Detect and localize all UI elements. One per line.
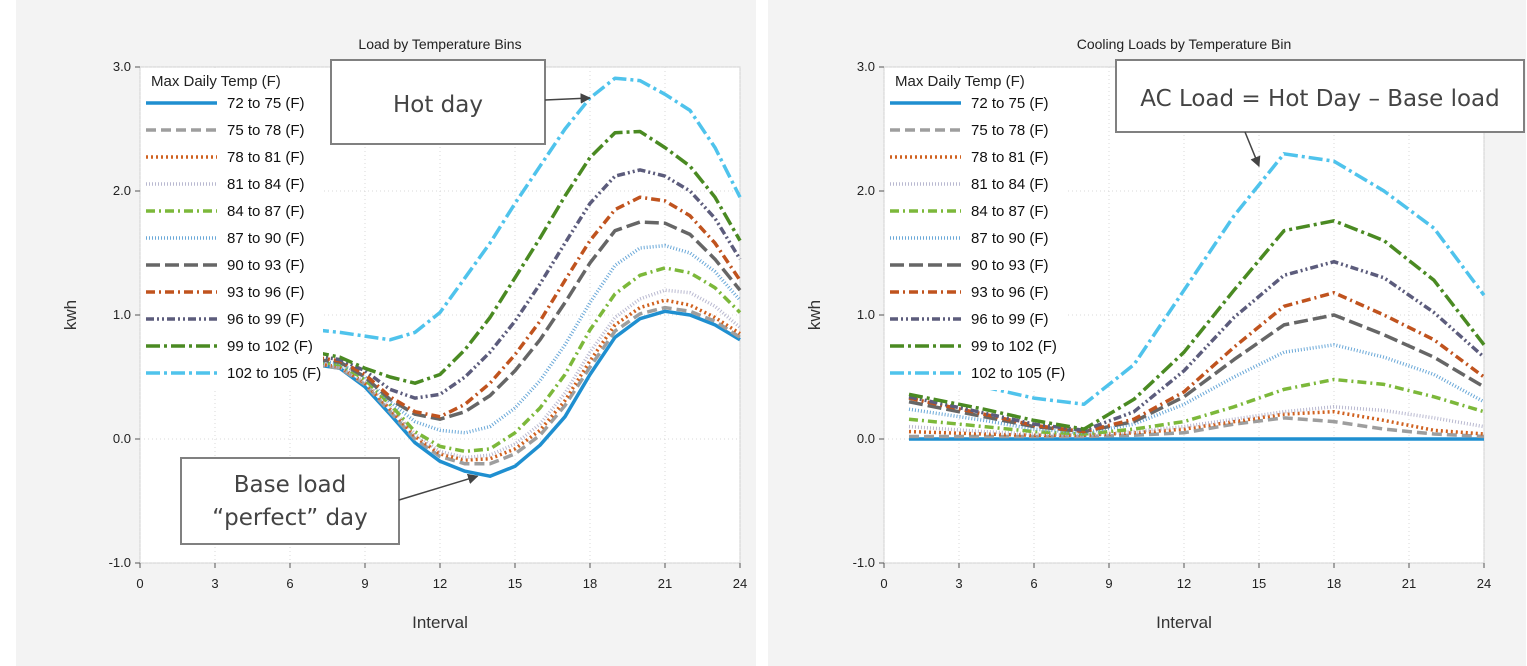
- callout-arrow-2: [398, 473, 479, 501]
- callout-box-1: [1115, 59, 1525, 133]
- legend-entry-3: 78 to 81 (F): [971, 149, 1049, 166]
- x-tick-label: 21: [658, 576, 672, 591]
- chart-2: 0 3 6 9 12 15 18 21 24 -1.0 0.0 1.0 2.0 3.0 Cooling Lo…: [805, 36, 1525, 632]
- series-line-4: [314, 288, 742, 460]
- series-line-4: [908, 405, 1485, 438]
- legend-entry-10: 99 to 102 (F): [227, 338, 313, 355]
- legend-entry-9: 96 to 99 (F): [971, 311, 1049, 328]
- x-tick-label: 3: [211, 576, 218, 591]
- series-line-10: [908, 219, 1486, 431]
- x-tick-label: 6: [1030, 576, 1037, 591]
- legend-title: Max Daily Temp (F): [895, 73, 1025, 90]
- callout-text-2: “perfect” day: [212, 505, 368, 531]
- callout-arrow-1: [1244, 131, 1261, 168]
- y-tick-label: 0.0: [113, 431, 131, 446]
- y-tick-label: 1.0: [857, 307, 875, 322]
- legend-entry-10: 99 to 102 (F): [971, 338, 1057, 355]
- legend-entry-5: 84 to 87 (F): [971, 203, 1049, 220]
- legend-entry-8: 93 to 96 (F): [971, 284, 1049, 301]
- series-line-10: [314, 129, 742, 385]
- x-tick-label: 0: [136, 576, 143, 591]
- legend-entry-9: 96 to 99 (F): [227, 311, 305, 328]
- x-tick-label: 21: [1402, 576, 1416, 591]
- x-tick-label: 18: [583, 576, 597, 591]
- series-line-7: [314, 220, 742, 421]
- legend-entry-4: 81 to 84 (F): [971, 176, 1049, 193]
- series-line-5: [908, 377, 1485, 436]
- x-tick-label: 6: [286, 576, 293, 591]
- series-line-5: [314, 266, 742, 454]
- x-tick-label: 15: [1252, 576, 1266, 591]
- y-tick-label: 2.0: [857, 183, 875, 198]
- callout-text-1: AC Load = Hot Day – Base load: [1140, 86, 1499, 112]
- y-axis-label: kwh: [61, 300, 80, 330]
- x-tick-label: 12: [433, 576, 447, 591]
- callout-box-2: [180, 457, 400, 545]
- legend-entry-8: 93 to 96 (F): [227, 284, 305, 301]
- y-tick-label: 3.0: [113, 59, 131, 74]
- callout-text-2: Base load: [234, 472, 346, 498]
- y-tick-label: 3.0: [857, 59, 875, 74]
- x-tick-label: 24: [733, 576, 747, 591]
- legend-entry-6: 87 to 90 (F): [227, 230, 305, 247]
- y-tick-label: 2.0: [113, 183, 131, 198]
- series-line-9: [908, 259, 1486, 433]
- legend-entry-3: 78 to 81 (F): [227, 149, 305, 166]
- series-line-6: [908, 343, 1485, 435]
- x-tick-label: 12: [1177, 576, 1191, 591]
- legend-entry-7: 90 to 93 (F): [971, 257, 1049, 274]
- x-tick-label: 9: [361, 576, 368, 591]
- x-tick-label: 18: [1327, 576, 1341, 591]
- y-tick-label: -1.0: [109, 555, 131, 570]
- x-tick-label: 9: [1105, 576, 1112, 591]
- callout-box-1: [330, 59, 546, 145]
- chart-1: 0 3 6 9 12 15 18 21 24 -1.0 0.0 1.0 2.0 3.0 Load by Te…: [61, 36, 747, 632]
- series-line-11: [908, 152, 1486, 407]
- legend-entry-2: 75 to 78 (F): [227, 122, 305, 139]
- legend-box: [141, 68, 323, 390]
- series-line-9: [314, 168, 742, 400]
- x-tick-label: 3: [955, 576, 962, 591]
- legend-entry-7: 90 to 93 (F): [227, 257, 305, 274]
- x-axis-label: Interval: [1156, 613, 1212, 632]
- series-line-1: [314, 309, 741, 478]
- x-tick-label: 0: [880, 576, 887, 591]
- legend-entry-5: 84 to 87 (F): [227, 203, 305, 220]
- chart-title: Cooling Loads by Temperature Bin: [1077, 36, 1292, 52]
- callout-text-1: Hot day: [393, 92, 483, 118]
- legend-title: Max Daily Temp (F): [151, 73, 281, 90]
- x-tick-label: 24: [1477, 576, 1491, 591]
- legend-entry-2: 75 to 78 (F): [971, 122, 1049, 139]
- legend-entry-11: 102 to 105 (F): [971, 365, 1065, 382]
- y-axis-label: kwh: [805, 300, 824, 330]
- x-tick-label: 15: [508, 576, 522, 591]
- chart-title: Load by Temperature Bins: [358, 36, 521, 52]
- series-line-3: [908, 409, 1485, 438]
- series-line-2: [314, 305, 741, 466]
- legend-entry-6: 87 to 90 (F): [971, 230, 1049, 247]
- x-axis-label: Interval: [412, 613, 468, 632]
- series-line-8: [314, 195, 742, 419]
- legend-entry-1: 72 to 75 (F): [971, 95, 1049, 112]
- series-line-2: [909, 416, 1485, 439]
- legend-box: [885, 68, 1067, 390]
- y-tick-label: 1.0: [113, 307, 131, 322]
- legend-entry-4: 81 to 84 (F): [227, 176, 305, 193]
- callout-arrow-1: [544, 93, 592, 104]
- series-line-3: [314, 298, 741, 462]
- legend-entry-11: 102 to 105 (F): [227, 365, 321, 382]
- series-line-11: [264, 76, 742, 342]
- legend-entry-1: 72 to 75 (F): [227, 95, 305, 112]
- y-tick-label: -1.0: [853, 555, 875, 570]
- y-tick-label: 0.0: [857, 431, 875, 446]
- series-line-8: [908, 290, 1486, 434]
